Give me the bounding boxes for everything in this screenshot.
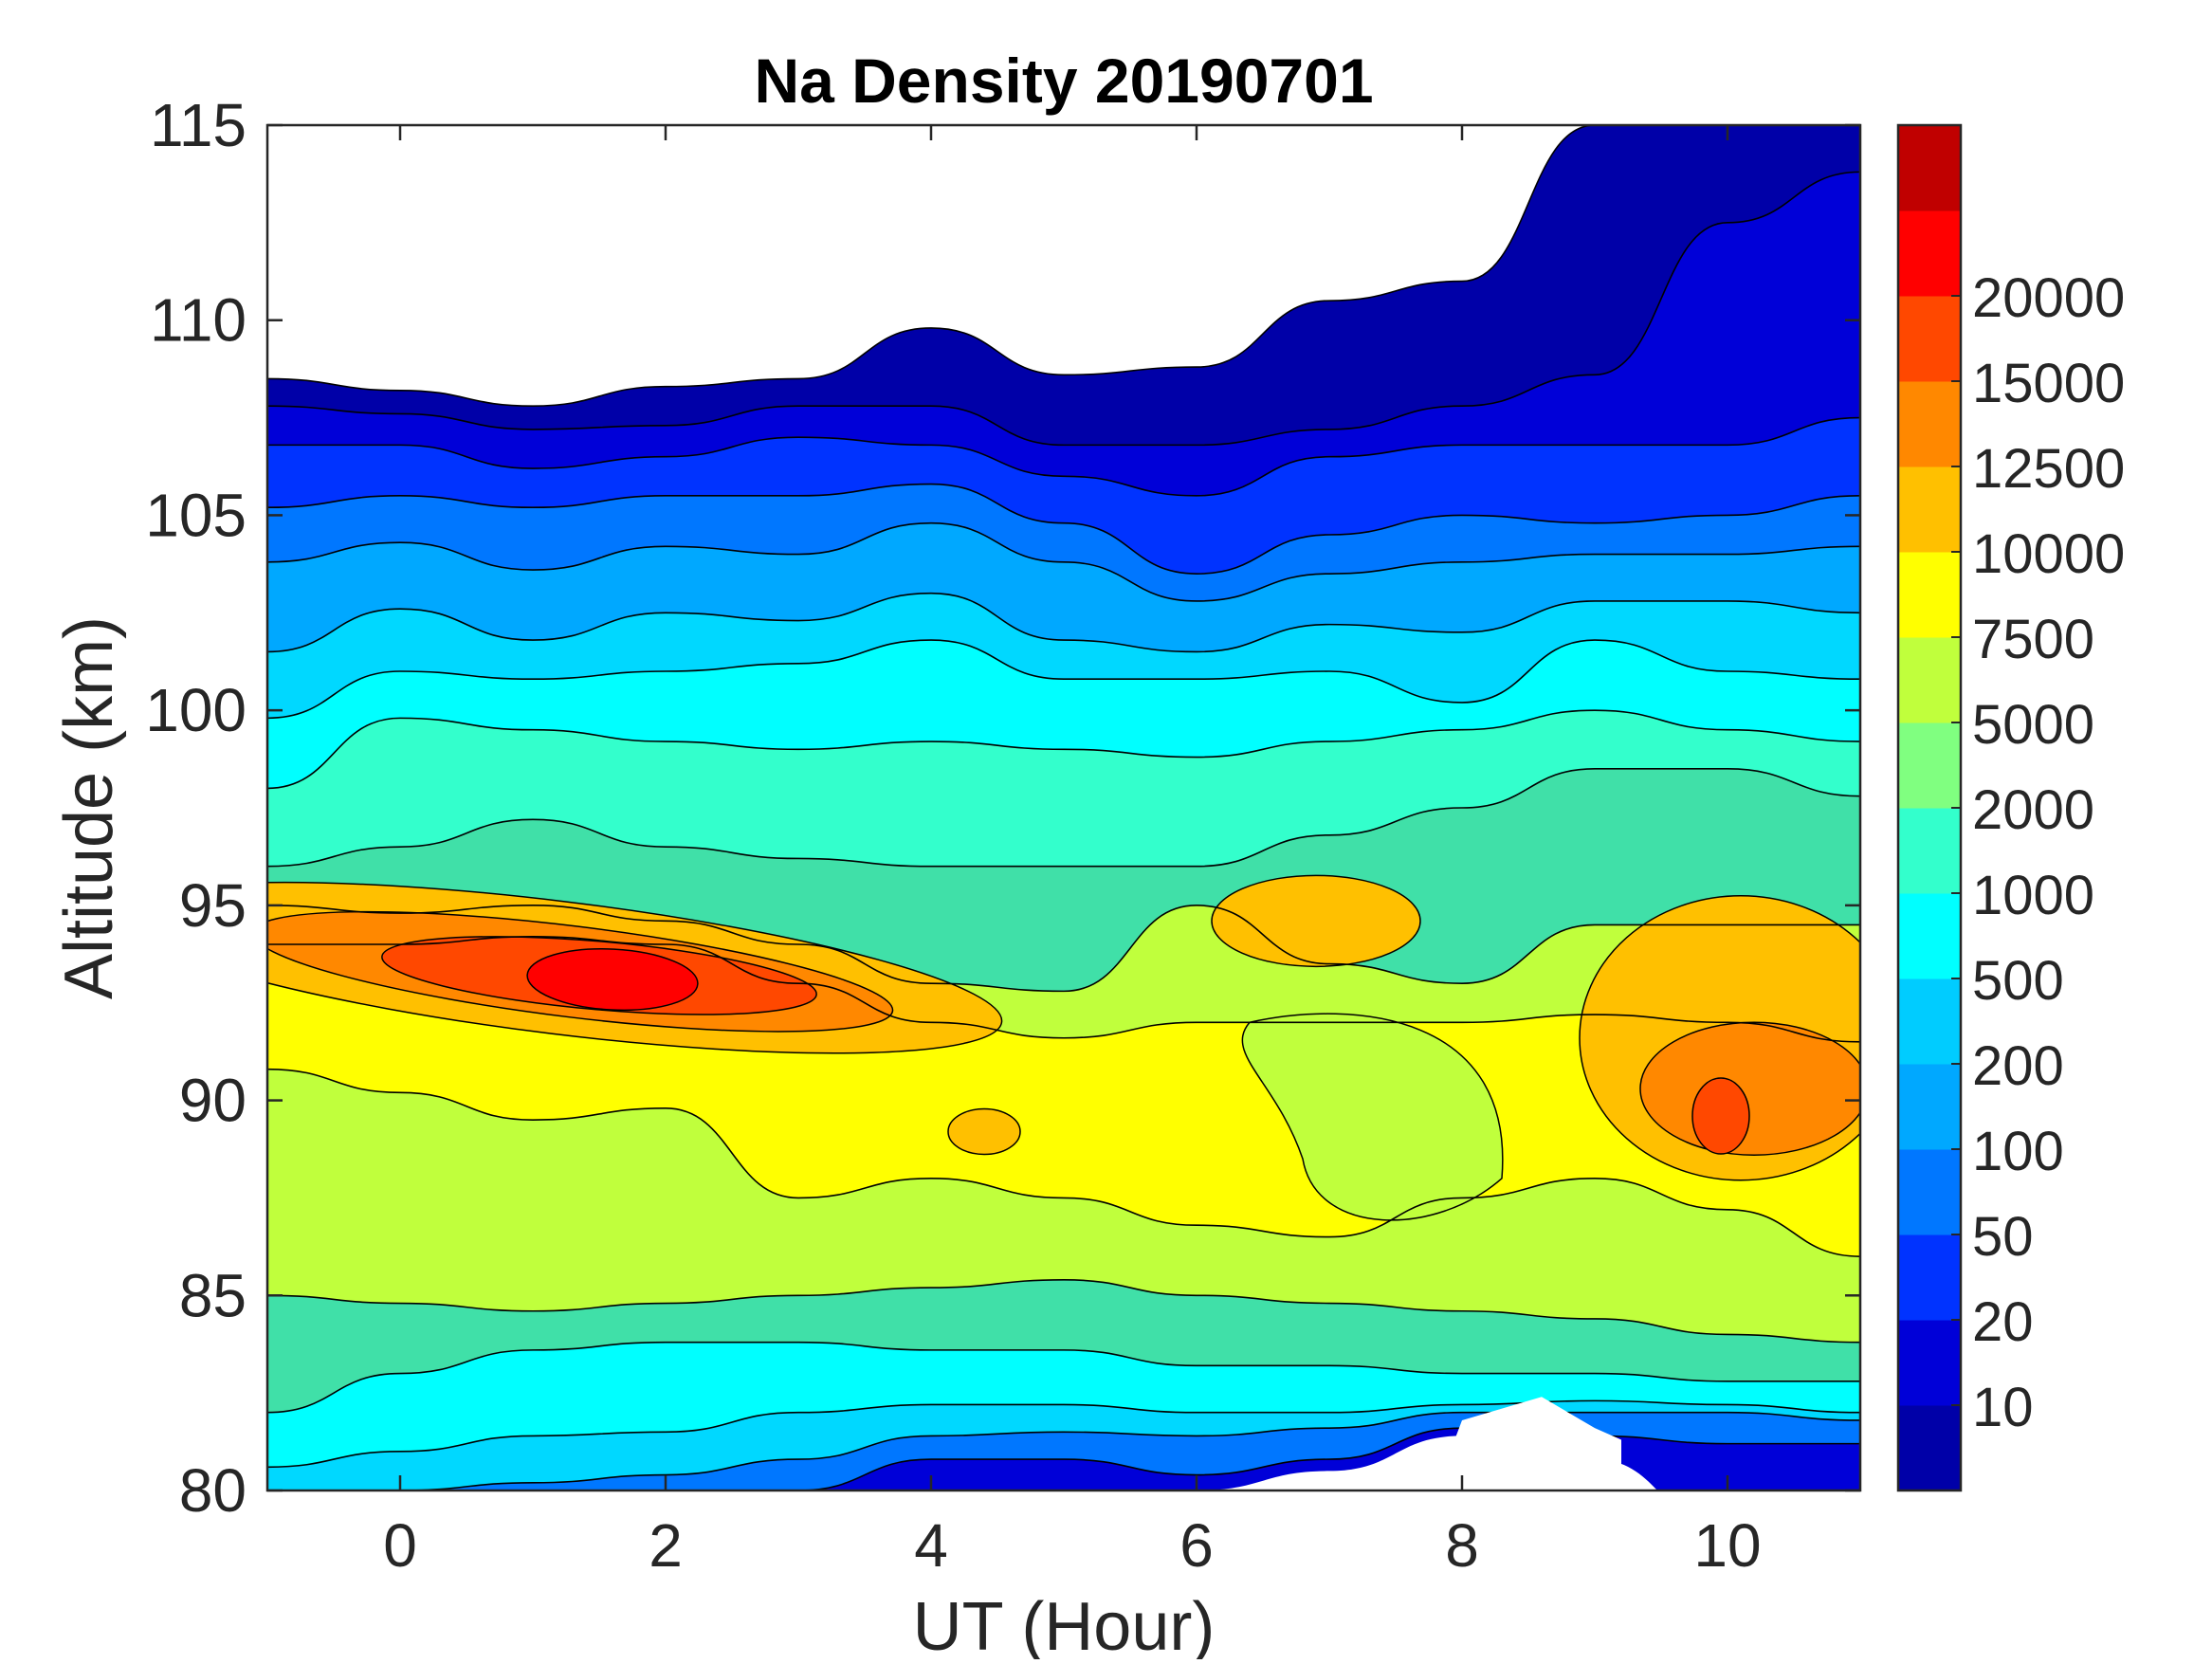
colorbar-label: 15000 (1972, 353, 2125, 414)
contour-line-200 (267, 521, 1860, 602)
x-tick-label: 2 (649, 1511, 683, 1580)
y-tick-label: 115 (150, 91, 247, 159)
colorbar: 10 20 50 100 200 500 1000 2000 5000 7500 10000 1250… (1896, 123, 2125, 1492)
plot-frame (265, 123, 1862, 1492)
contour-line-1000 (267, 639, 1860, 720)
contour-line-20 (267, 171, 1860, 447)
maximum-blob-uth7 (1211, 874, 1421, 968)
y-tick-label: 85 (179, 1261, 247, 1329)
maximum-blob-uth10-core (1691, 1077, 1750, 1155)
contour-line-5000 (267, 768, 1860, 868)
no-data-bottom (1435, 1397, 1621, 1490)
colorbar-segment (1898, 1064, 1961, 1150)
y-tick-label: 100 (145, 676, 247, 744)
x-tick-label: 10 (1693, 1511, 1761, 1580)
colorbar-segment (1898, 1234, 1961, 1321)
colorbar-label: 10000 (1972, 523, 2125, 585)
contour-line-500 (267, 592, 1860, 653)
colorbar-label: 50 (1972, 1206, 2034, 1268)
colorbar-segment (1898, 1405, 1961, 1491)
x-axis: 0 2 4 6 8 10 (383, 125, 1762, 1580)
colorbar-segment (1898, 1149, 1961, 1235)
y-axis: 80 85 90 95 100 105 110 115 (145, 91, 1860, 1525)
colorbar-segment (1898, 1320, 1961, 1406)
x-tick-label: 8 (1445, 1511, 1479, 1580)
colorbar-label: 20000 (1972, 267, 2125, 329)
contour-line-lower-1 (267, 1279, 1860, 1344)
no-data-regions (1435, 1397, 1621, 1490)
chart-title: Na Density 20190701 (754, 46, 1373, 116)
colorbar-segment (1898, 210, 1961, 297)
colorbar-segment (1898, 381, 1961, 467)
maximum-blob-uth10-inner (1639, 1021, 1860, 1156)
y-axis-label: Altitude (km) (51, 616, 127, 999)
contour-line-lower-2 (267, 1341, 1860, 1414)
plot-area (267, 125, 1860, 1490)
x-tick-label: 0 (383, 1511, 417, 1580)
y-tick-label: 105 (145, 481, 247, 549)
colorbar-label: 5000 (1972, 694, 2094, 756)
x-axis-label: UT (Hour) (913, 1589, 1216, 1659)
colorbar-segment (1898, 637, 1961, 723)
colorbar-label: 7500 (1972, 609, 2094, 670)
colorbar-segment (1898, 808, 1961, 894)
contour-line-lower-3 (267, 1399, 1860, 1469)
colorbar-label: 1000 (1972, 865, 2094, 926)
colorbar-label: 10 (1972, 1377, 2034, 1438)
colorbar-segment (1898, 552, 1961, 638)
colorbar-segment (1898, 296, 1961, 382)
y-tick-label: 110 (150, 286, 247, 355)
y-tick-label: 90 (179, 1067, 247, 1135)
colorbar-segment (1898, 978, 1961, 1065)
colorbar-label: 200 (1972, 1035, 2064, 1097)
colorbar-label: 100 (1972, 1121, 2064, 1182)
contour-line-lower-0 (267, 1068, 1860, 1257)
x-tick-label: 6 (1179, 1511, 1214, 1580)
colorbar-segment (1898, 125, 1961, 211)
contour-line-50 (267, 416, 1860, 497)
colorbar-segment (1898, 722, 1961, 809)
contour-line-100 (267, 483, 1860, 575)
contour-line-lower-4 (267, 1411, 1860, 1490)
colorbar-label: 12500 (1972, 438, 2125, 500)
x-tick-label: 4 (914, 1511, 948, 1580)
contour-line-10000 (267, 935, 1860, 1043)
contour-line-7500 (267, 905, 1860, 993)
y-tick-label: 80 (179, 1456, 247, 1525)
colorbar-label: 20 (1972, 1291, 2034, 1353)
y-tick-label: 95 (179, 871, 247, 940)
green-tongue (1241, 1013, 1504, 1221)
colorbar-segment (1898, 893, 1961, 979)
contour-line-2000 (267, 709, 1860, 790)
colorbar-label: 500 (1972, 950, 2064, 1012)
colorbar-label: 2000 (1972, 779, 2094, 841)
maximum-blob-uth1-core (526, 947, 699, 1012)
colorbar-segment (1898, 466, 1961, 553)
contour-line-10 (267, 125, 1860, 408)
maximum-blob-uth4 (947, 1107, 1021, 1156)
